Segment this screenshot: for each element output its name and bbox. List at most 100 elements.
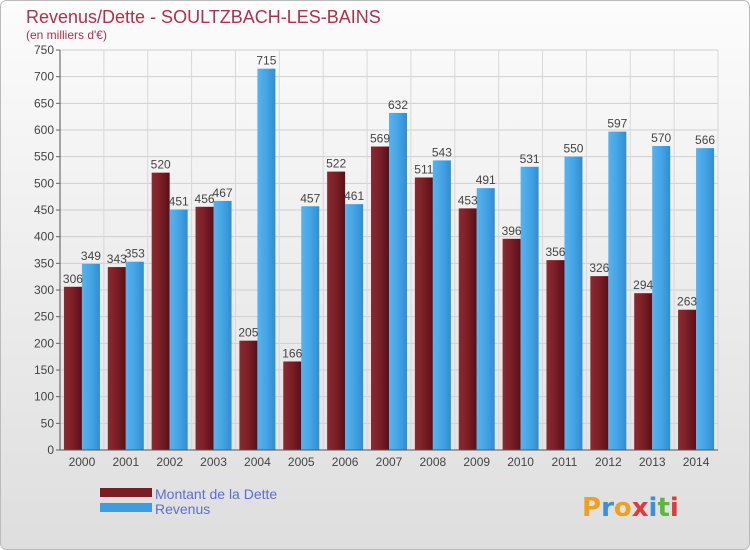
data-label: 511 [414, 162, 433, 176]
x-tick-label: 2000 [69, 455, 96, 469]
x-tick-label: 2008 [420, 455, 447, 469]
bar-debt [63, 286, 82, 450]
data-label: 349 [81, 249, 101, 263]
data-label: 306 [63, 272, 83, 286]
bar-revenus [608, 131, 627, 450]
y-tick-label: 600 [34, 123, 54, 137]
data-label: 461 [344, 189, 364, 203]
bar-revenus [345, 204, 364, 450]
logo-letter: i [670, 493, 679, 523]
bar-revenus [257, 68, 276, 451]
data-label: 543 [432, 145, 452, 159]
bar-debt [678, 309, 697, 450]
bar-revenus [564, 156, 583, 450]
x-tick-label: 2012 [595, 455, 622, 469]
bar-debt [634, 293, 653, 450]
data-label: 715 [256, 54, 276, 68]
bar-debt [327, 171, 346, 450]
y-tick-label: 450 [34, 203, 54, 217]
y-tick-label: 150 [34, 363, 54, 377]
x-tick-label: 2002 [156, 455, 183, 469]
logo-letter: x [632, 493, 649, 523]
x-tick-label: 2013 [639, 455, 666, 469]
legend: Montant de la Dette Revenus [100, 486, 277, 517]
bar-revenus [476, 188, 495, 450]
y-tick-label: 100 [34, 390, 54, 404]
y-tick-label: 200 [34, 336, 54, 350]
x-tick-label: 2003 [200, 455, 227, 469]
data-label: 570 [651, 131, 671, 145]
x-tick-label: 2014 [683, 455, 710, 469]
bar-debt [107, 267, 126, 450]
bar-revenus [169, 209, 188, 450]
data-label: 467 [213, 186, 233, 200]
bar-debt [283, 361, 302, 450]
x-tick-label: 2005 [288, 455, 315, 469]
logo-letter: r [601, 493, 614, 523]
logo-text: Proxiti [582, 493, 679, 523]
data-label: 522 [326, 157, 346, 171]
bar-debt [195, 206, 214, 450]
bar-debt [239, 340, 258, 450]
bar-debt [458, 208, 477, 450]
data-label: 457 [300, 191, 320, 205]
data-label: 456 [195, 192, 215, 206]
x-tick-label: 2011 [552, 455, 578, 469]
data-label: 166 [282, 346, 302, 360]
proxiti-logo: Proxiti [582, 493, 679, 523]
y-tick-label: 350 [34, 256, 54, 270]
x-tick-label: 2004 [244, 455, 271, 469]
axes: 0 50 100 150 200 250 300 350 400 450 500 550 600 650 7… [34, 43, 718, 469]
logo-letter: P [582, 493, 601, 523]
legend-swatch-debt [100, 488, 152, 497]
x-tick-label: 2001 [112, 455, 139, 469]
data-label: 353 [125, 247, 145, 261]
bar-debt [546, 260, 565, 450]
legend-swatch-revenus [100, 503, 152, 512]
bar-revenus [301, 206, 320, 450]
bar-revenus [652, 146, 671, 450]
bar-revenus [696, 148, 715, 450]
bar-debt [590, 276, 609, 450]
y-tick-label: 500 [34, 176, 54, 190]
legend-label-debt: Montant de la Dette [155, 486, 277, 502]
data-label: 263 [677, 295, 697, 309]
data-label: 550 [563, 142, 583, 156]
data-label: 356 [545, 245, 565, 259]
y-tick-label: 250 [34, 310, 54, 324]
y-tick-label: 400 [34, 230, 54, 244]
logo-letter: t [657, 493, 669, 523]
bar-revenus [432, 160, 451, 450]
data-label: 326 [589, 261, 609, 275]
data-label: 491 [476, 173, 496, 187]
bar-revenus [125, 261, 144, 450]
y-tick-label: 750 [34, 43, 54, 57]
logo-letter: o [614, 493, 632, 523]
data-label: 343 [107, 252, 127, 266]
data-label: 205 [238, 326, 258, 340]
bar-revenus [389, 112, 407, 450]
y-tick-label: 650 [34, 96, 54, 110]
bar-debt [151, 172, 170, 450]
y-tick-label: 50 [41, 416, 55, 430]
x-tick-label: 2007 [376, 455, 403, 469]
data-label: 566 [695, 133, 715, 147]
data-label: 520 [151, 158, 171, 172]
legend-label-revenus: Revenus [155, 501, 210, 517]
y-tick-label: 0 [47, 443, 54, 457]
y-tick-label: 700 [34, 70, 54, 84]
data-label: 396 [502, 224, 522, 238]
data-label: 569 [370, 132, 390, 146]
logo-letter: i [649, 493, 658, 523]
bar-revenus [520, 166, 539, 451]
bars [63, 68, 715, 451]
bar-revenus [81, 263, 100, 450]
x-tick-label: 2006 [332, 455, 359, 469]
data-label: 451 [169, 194, 189, 208]
chart-title: Revenus/Dette - SOULTZBACH-LES-BAINS [26, 7, 381, 27]
x-tick-label: 2010 [507, 455, 534, 469]
x-tick-label: 2009 [463, 455, 490, 469]
